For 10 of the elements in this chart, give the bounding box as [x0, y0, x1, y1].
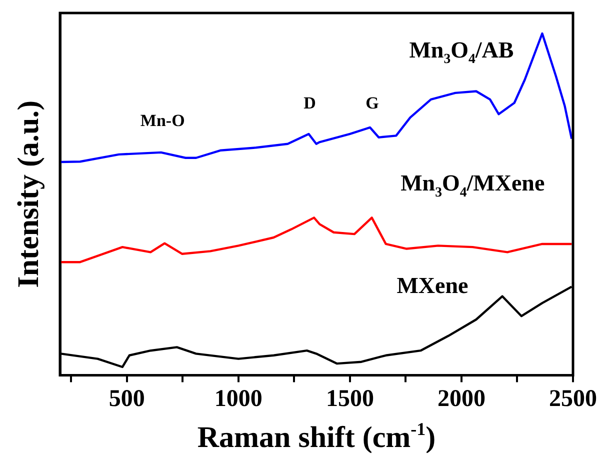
x-tick-label: 1500	[326, 386, 374, 412]
annotation: D	[304, 94, 316, 113]
annotation: Mn-O	[140, 110, 185, 130]
x-tick-label: 1000	[214, 386, 262, 412]
series-label: MXene	[396, 273, 468, 298]
y-axis-title: Intensity (a.u.)	[12, 100, 45, 288]
x-tick-label: 500	[108, 386, 145, 412]
x-tick-label: 2000	[437, 386, 486, 412]
annotation: G	[366, 94, 379, 113]
x-tick-label: 2500	[549, 386, 597, 412]
